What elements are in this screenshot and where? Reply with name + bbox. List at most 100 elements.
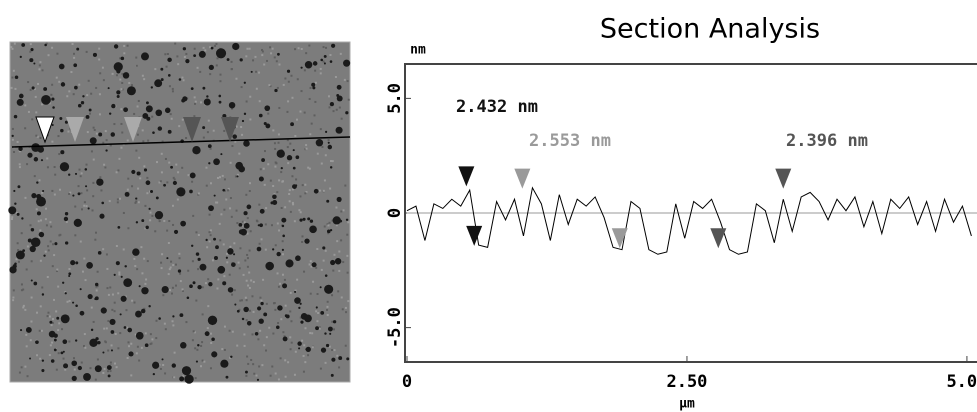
afm-speckle — [346, 271, 349, 274]
afm-speckle — [309, 260, 312, 263]
afm-pit — [100, 307, 107, 314]
afm-pit — [110, 330, 115, 334]
afm-pit — [300, 66, 303, 69]
afm-pit — [52, 106, 55, 109]
afm-pit — [42, 189, 45, 193]
afm-speckle — [49, 240, 52, 243]
afm-pit — [232, 42, 240, 51]
afm-pit — [53, 338, 57, 342]
afm-speckle — [120, 146, 123, 149]
afm-speckle — [94, 378, 97, 381]
afm-pit — [208, 64, 214, 71]
afm-speckle — [121, 131, 124, 134]
afm-pit — [94, 365, 102, 373]
afm-speckle — [66, 300, 69, 303]
afm-speckle — [51, 265, 54, 268]
afm-pit — [295, 255, 301, 262]
afm-pit — [184, 374, 194, 384]
afm-pit — [329, 60, 333, 63]
afm-pit — [211, 351, 218, 358]
afm-pit — [167, 74, 171, 77]
afm-speckle — [64, 291, 67, 294]
afm-speckle — [216, 201, 219, 204]
afm-speckle — [317, 312, 320, 315]
afm-speckle — [187, 269, 190, 272]
afm-pit — [274, 88, 278, 93]
afm-pit — [120, 295, 127, 302]
afm-speckle — [241, 133, 244, 136]
afm-speckle — [338, 106, 341, 109]
afm-pit — [305, 346, 311, 353]
afm-pit — [243, 211, 248, 216]
afm-image — [8, 41, 351, 384]
afm-speckle — [109, 144, 112, 147]
afm-speckle — [126, 44, 129, 47]
afm-speckle — [117, 347, 120, 350]
afm-pit — [22, 249, 26, 253]
afm-speckle — [304, 183, 307, 186]
afm-pit — [210, 46, 214, 50]
afm-speckle — [245, 193, 248, 196]
afm-speckle — [339, 52, 342, 55]
afm-pit — [325, 130, 328, 133]
afm-pit — [71, 375, 77, 381]
afm-pit — [345, 218, 349, 222]
afm-speckle — [323, 225, 326, 228]
afm-pit — [19, 55, 22, 58]
afm-speckle — [240, 86, 243, 89]
afm-speckle — [250, 358, 253, 361]
afm-pit — [31, 193, 37, 199]
afm-speckle — [299, 316, 302, 319]
afm-speckle — [111, 308, 114, 311]
afm-pit — [256, 378, 260, 381]
afm-speckle — [312, 280, 315, 283]
afm-pit — [286, 69, 291, 73]
afm-speckle — [201, 313, 204, 316]
afm-speckle — [273, 142, 276, 145]
cursor-marker — [775, 168, 792, 189]
afm-speckle — [185, 321, 188, 324]
afm-speckle — [130, 342, 133, 345]
afm-speckle — [252, 280, 255, 283]
afm-pit — [206, 95, 209, 98]
afm-pit — [294, 290, 297, 293]
afm-speckle — [79, 175, 82, 178]
afm-pit — [339, 219, 343, 223]
afm-speckle — [197, 268, 200, 271]
afm-speckle — [262, 278, 265, 281]
afm-pit — [144, 343, 149, 348]
afm-speckle — [287, 361, 290, 364]
afm-speckle — [319, 67, 322, 70]
afm-pit — [295, 155, 300, 160]
afm-speckle — [281, 273, 284, 276]
afm-speckle — [327, 224, 330, 227]
afm-speckle — [192, 214, 195, 217]
section-line — [11, 136, 351, 148]
afm-speckle — [301, 240, 304, 243]
afm-pit — [124, 191, 130, 197]
afm-speckle — [172, 324, 175, 327]
afm-speckle — [160, 267, 163, 270]
afm-pit — [148, 305, 151, 308]
afm-speckle — [58, 234, 61, 237]
afm-speckle — [178, 257, 181, 260]
afm-speckle — [197, 233, 200, 236]
afm-speckle — [295, 118, 298, 121]
afm-speckle — [143, 78, 146, 81]
afm-speckle — [103, 367, 106, 370]
afm-pit — [197, 343, 200, 347]
afm-speckle — [173, 351, 176, 354]
afm-speckle — [164, 328, 167, 331]
afm-speckle — [116, 198, 119, 201]
afm-pit — [71, 360, 78, 367]
afm-speckle — [223, 129, 226, 132]
afm-speckle — [22, 288, 25, 291]
afm-speckle — [163, 219, 166, 222]
afm-speckle — [260, 238, 263, 241]
afm-speckle — [293, 373, 296, 376]
afm-speckle — [118, 273, 121, 276]
afm-speckle — [178, 125, 181, 128]
afm-speckle — [324, 249, 327, 252]
afm-speckle — [204, 49, 207, 52]
